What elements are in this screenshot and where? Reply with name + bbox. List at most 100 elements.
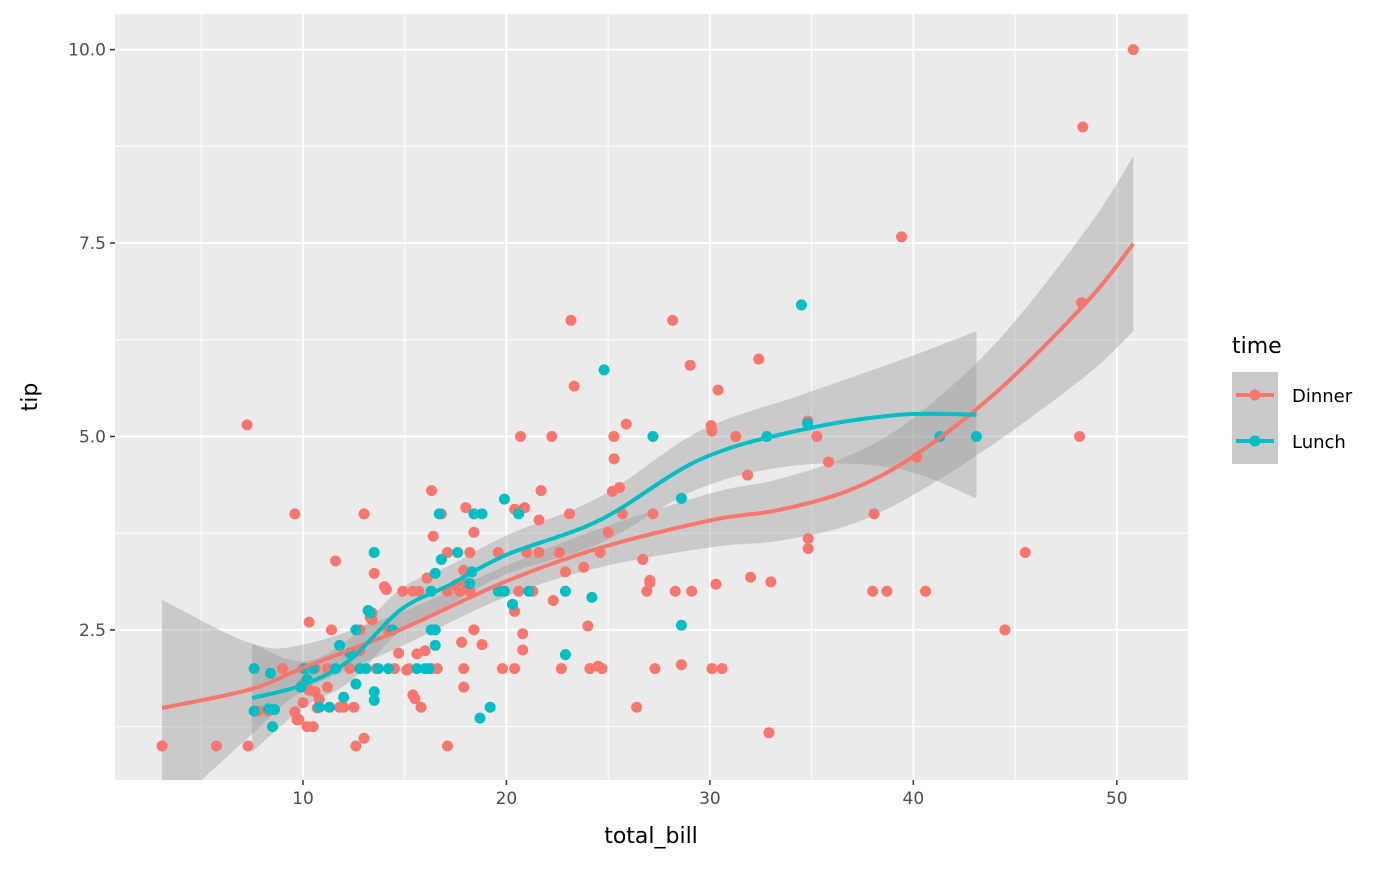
point-dinner [241,419,253,431]
point-lunch [429,567,441,579]
point-dinner [291,714,303,726]
point-dinner [745,571,757,583]
point-lunch [411,663,423,675]
point-lunch [476,508,488,520]
y-tick-label: 5.0 [79,427,106,447]
point-dinner [669,585,681,597]
point-lunch [334,639,346,651]
point-dinner [684,359,696,371]
data-points [156,44,1139,752]
point-dinner [712,384,724,396]
point-lunch [360,663,372,675]
point-dinner [313,694,325,706]
point-lunch [248,705,260,717]
point-dinner [380,584,392,596]
point-dinner [644,577,656,589]
point-lunch [269,704,281,716]
point-dinner [277,663,289,675]
legend-point-icon [1249,435,1261,447]
point-lunch [313,701,325,713]
confidence-band-lunch [252,331,977,753]
point-dinner [753,353,765,365]
point-dinner [409,693,421,705]
confidence-band-dinner [161,156,1134,780]
point-dinner [608,453,620,465]
point-dinner [517,628,529,640]
y-tick-label: 10.0 [68,41,106,61]
point-dinner [514,430,526,442]
y-tick-label: 7.5 [79,234,106,254]
point-dinner [517,644,529,656]
point-dinner [811,430,823,442]
x-tick-label: 10 [292,789,314,809]
point-lunch [372,663,384,675]
point-lunch [492,585,504,597]
point-dinner [358,732,370,744]
point-dinner [289,508,301,520]
point-lunch [264,667,276,679]
point-dinner [1127,44,1139,56]
point-dinner [426,485,438,497]
point-dinner [533,547,545,559]
point-lunch [559,585,571,597]
point-dinner [608,430,620,442]
legend-title: time [1232,334,1282,359]
legend-label: Lunch [1292,432,1346,453]
point-dinner [602,526,614,538]
point-dinner [413,585,425,597]
point-lunch [338,691,350,703]
point-dinner [421,572,433,584]
point-lunch [364,607,376,619]
x-tick-label: 20 [496,789,518,809]
point-lunch [675,619,687,631]
point-dinner [641,585,653,597]
point-dinner [631,701,643,713]
legend-label: Dinner [1292,386,1353,407]
point-dinner [297,697,309,709]
point-lunch [474,712,486,724]
point-dinner [415,701,427,713]
point-dinner [156,740,168,752]
point-lunch [498,493,510,505]
point-dinner [533,514,545,526]
point-dinner [476,639,488,651]
point-dinner [742,469,754,481]
point-dinner [547,594,559,606]
point-dinner [458,663,470,675]
point-lunch [513,508,525,520]
point-lunch [435,553,447,565]
point-dinner [535,485,547,497]
point-dinner [325,624,337,636]
point-dinner [334,701,346,713]
point-dinner [1074,430,1086,442]
point-dinner [730,430,742,442]
plot-panel [115,14,1188,780]
point-dinner [468,526,480,538]
point-lunch [350,678,362,690]
point-lunch [675,492,687,504]
point-lunch [598,364,610,376]
point-dinner [896,231,908,243]
point-dinner [464,547,476,559]
point-dinner [637,553,649,565]
point-lunch [452,547,464,559]
point-dinner [368,567,380,579]
point-dinner [393,647,405,659]
point-dinner [686,585,698,597]
point-dinner [706,663,718,675]
point-dinner [307,721,319,733]
point-dinner [509,663,521,675]
point-dinner [553,547,565,559]
point-dinner [606,485,618,497]
point-dinner [513,585,525,597]
point-dinner [1019,547,1031,559]
point-dinner [555,663,567,675]
point-dinner [578,561,590,573]
point-lunch [970,430,982,442]
point-lunch [368,694,380,706]
point-dinner [401,664,413,676]
point-lunch [350,624,362,636]
point-lunch [484,701,496,713]
point-dinner [348,701,360,713]
point-dinner [456,636,468,648]
